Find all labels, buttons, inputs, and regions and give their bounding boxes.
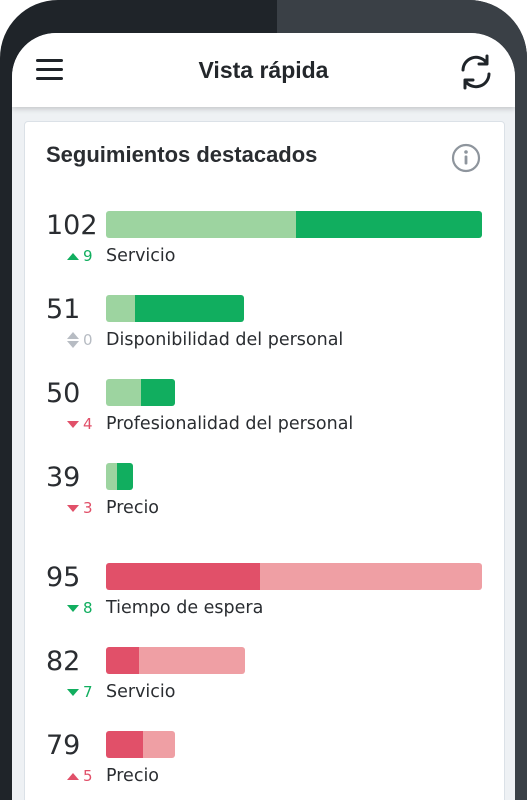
highlighted-followups-panel: Seguimientos destacados 102 9 Servicio 5… [24, 121, 505, 800]
trend-arrow-icon [67, 252, 79, 260]
topic-label: Precio [106, 498, 160, 518]
trend-indicator: 0 [67, 330, 93, 350]
trend-value: 4 [83, 415, 93, 433]
mention-bar[interactable] [106, 647, 245, 674]
trend-arrow-icon [67, 504, 79, 512]
trend-indicator: 3 [67, 498, 93, 518]
positive-row: 39 3 Precio [25, 462, 504, 526]
trend-indicator: 5 [67, 766, 93, 786]
mention-bar[interactable] [106, 731, 175, 758]
trend-value: 7 [83, 683, 93, 701]
refresh-icon[interactable] [456, 52, 496, 92]
mention-bar[interactable] [106, 563, 482, 590]
trend-arrow-icon [67, 688, 79, 696]
negative-row: 79 5 Precio [25, 730, 504, 794]
positive-row: 50 4 Profesionalidad del personal [25, 378, 504, 442]
mention-count: 79 [46, 730, 81, 761]
trend-indicator: 7 [67, 682, 93, 702]
topic-label: Servicio [106, 246, 176, 266]
trend-value: 5 [83, 767, 93, 785]
topic-label: Disponibilidad del personal [106, 330, 344, 350]
topic-label: Precio [106, 766, 160, 786]
app-header: Vista rápida [12, 33, 515, 107]
mention-bar[interactable] [106, 295, 244, 322]
trend-arrow-icon [67, 420, 79, 428]
negative-row: 82 7 Servicio [25, 646, 504, 710]
trend-indicator: 4 [67, 414, 93, 434]
topic-label: Profesionalidad del personal [106, 414, 354, 434]
mention-count: 95 [46, 562, 81, 593]
trend-arrow-icon [67, 772, 79, 780]
mention-bar[interactable] [106, 463, 133, 490]
negative-row: 95 8 Tiempo de espera [25, 562, 504, 626]
trend-value: 8 [83, 599, 93, 617]
info-icon[interactable] [451, 143, 481, 173]
mention-bar[interactable] [106, 211, 482, 238]
trend-indicator: 9 [67, 246, 93, 266]
trend-value: 9 [83, 247, 93, 265]
positive-row: 102 9 Servicio [25, 210, 504, 274]
trend-value: 0 [83, 331, 93, 349]
trend-arrow-icon [67, 604, 79, 612]
trend-value: 3 [83, 499, 93, 517]
mention-bar[interactable] [106, 379, 175, 406]
topic-label: Tiempo de espera [106, 598, 264, 618]
trend-indicator: 8 [67, 598, 93, 618]
mention-count: 50 [46, 378, 81, 409]
mention-count: 51 [46, 294, 81, 325]
menu-icon[interactable] [36, 59, 64, 81]
page-title: Vista rápida [198, 57, 329, 83]
app-screen: Vista rápida Seguimientos destacados [12, 33, 515, 800]
trend-arrow-icon [67, 331, 79, 349]
mention-count: 102 [46, 210, 98, 241]
positive-row: 51 0 Disponibilidad del personal [25, 294, 504, 358]
mention-count: 39 [46, 462, 81, 493]
mention-count: 82 [46, 646, 81, 677]
topic-label: Servicio [106, 682, 176, 702]
panel-title: Seguimientos destacados [46, 142, 318, 167]
